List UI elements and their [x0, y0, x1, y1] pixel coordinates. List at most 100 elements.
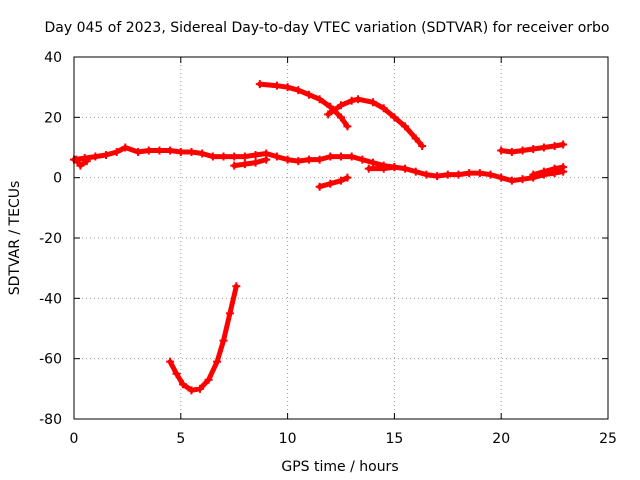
- data-point-marker: [364, 164, 373, 173]
- x-axis-label: GPS time / hours: [281, 459, 398, 475]
- data-point-marker: [418, 141, 427, 150]
- series-pass-high-9h: [255, 80, 352, 131]
- data-point-marker: [187, 148, 196, 157]
- data-point-marker: [187, 386, 196, 395]
- data-point-marker: [326, 152, 335, 161]
- data-point-marker: [358, 155, 367, 164]
- data-point-marker: [390, 113, 399, 122]
- data-point-marker: [326, 102, 335, 111]
- data-point-marker: [315, 95, 324, 104]
- series-pass-14h: [364, 163, 399, 173]
- data-point-marker: [559, 140, 568, 149]
- data-point-marker: [411, 167, 420, 176]
- data-point-marker: [443, 170, 452, 179]
- data-point-marker: [337, 176, 345, 185]
- data-point-marker: [251, 151, 260, 160]
- series-pass-early-dip: [72, 155, 91, 170]
- y-tick-label: 40: [44, 50, 62, 66]
- data-point-marker: [326, 179, 335, 188]
- data-point-marker: [401, 122, 410, 131]
- data-point-marker: [230, 152, 239, 161]
- data-point-marker: [347, 96, 356, 105]
- data-point-marker: [337, 113, 345, 122]
- data-point-marker: [539, 167, 548, 176]
- data-point-marker: [196, 384, 205, 393]
- data-point-marker: [251, 158, 260, 167]
- data-point-marker: [213, 357, 222, 366]
- data-point-marker: [272, 81, 281, 90]
- x-tick-label: 25: [599, 431, 617, 447]
- data-point-marker: [518, 146, 527, 155]
- y-tick-label: 20: [44, 110, 62, 126]
- data-point-marker: [315, 155, 324, 164]
- data-point-marker: [230, 161, 239, 170]
- data-point-marker: [550, 164, 559, 173]
- data-point-marker: [294, 157, 303, 166]
- data-point-marker: [255, 80, 264, 89]
- data-point-marker: [411, 134, 420, 143]
- data-point-marker: [337, 152, 345, 161]
- series-trace: [325, 96, 425, 149]
- series-pass-small-8h: [230, 155, 271, 170]
- data-point-marker: [433, 172, 442, 181]
- data-point-marker: [219, 152, 228, 161]
- series-pass-deep: [166, 282, 241, 395]
- data-point-marker: [379, 104, 388, 113]
- data-point-marker: [240, 160, 249, 169]
- data-point-marker: [166, 357, 175, 366]
- series-trace: [317, 175, 350, 190]
- data-point-marker: [422, 170, 431, 179]
- x-tick-label: 15: [385, 431, 403, 447]
- y-tick-label: -80: [39, 412, 62, 428]
- series-pass-high-13h: [324, 95, 427, 150]
- data-point-marker: [304, 155, 313, 164]
- data-point-marker: [172, 369, 181, 378]
- series-trace: [530, 164, 566, 178]
- y-tick-label: -40: [39, 291, 62, 307]
- data-point-marker: [178, 380, 187, 389]
- data-point-marker: [121, 143, 130, 152]
- x-tick-label: 0: [70, 431, 79, 447]
- data-point-marker: [324, 110, 333, 119]
- data-point-marker: [219, 336, 228, 345]
- x-tick-label: 10: [279, 431, 297, 447]
- data-point-marker: [369, 98, 378, 107]
- data-point-marker: [240, 152, 249, 161]
- data-point-marker: [102, 151, 111, 160]
- data-point-marker: [497, 173, 506, 182]
- series-pass-22h: [529, 163, 568, 179]
- data-point-marker: [475, 169, 484, 178]
- series-trace: [257, 81, 350, 129]
- data-point-marker: [166, 146, 175, 155]
- data-point-marker: [232, 282, 241, 291]
- data-point-marker: [507, 148, 516, 157]
- data-point-marker: [354, 95, 363, 104]
- data-series-layer: [70, 80, 568, 395]
- series-pass-main: [70, 143, 568, 185]
- data-point-marker: [225, 309, 234, 318]
- data-point-marker: [91, 152, 100, 161]
- series-trace: [231, 157, 269, 169]
- data-point-marker: [347, 152, 356, 161]
- data-point-marker: [390, 163, 399, 172]
- data-point-marker: [82, 157, 91, 166]
- data-point-marker: [369, 158, 378, 167]
- data-point-marker: [529, 170, 538, 179]
- data-point-marker: [315, 182, 324, 191]
- x-tick-label: 5: [176, 431, 185, 447]
- data-point-marker: [486, 170, 495, 179]
- y-tick-label: 0: [53, 171, 62, 187]
- data-point-marker: [401, 164, 410, 173]
- data-point-marker: [283, 83, 292, 92]
- data-point-marker: [72, 155, 81, 164]
- data-point-marker: [272, 152, 281, 161]
- y-tick-label: -20: [39, 231, 62, 247]
- data-point-marker: [454, 170, 463, 179]
- data-point-marker: [144, 146, 153, 155]
- series-pass-low-12h: [315, 173, 352, 191]
- data-point-marker: [343, 122, 352, 131]
- data-point-marker: [518, 175, 527, 184]
- data-point-marker: [76, 161, 85, 170]
- data-point-marker: [204, 375, 213, 384]
